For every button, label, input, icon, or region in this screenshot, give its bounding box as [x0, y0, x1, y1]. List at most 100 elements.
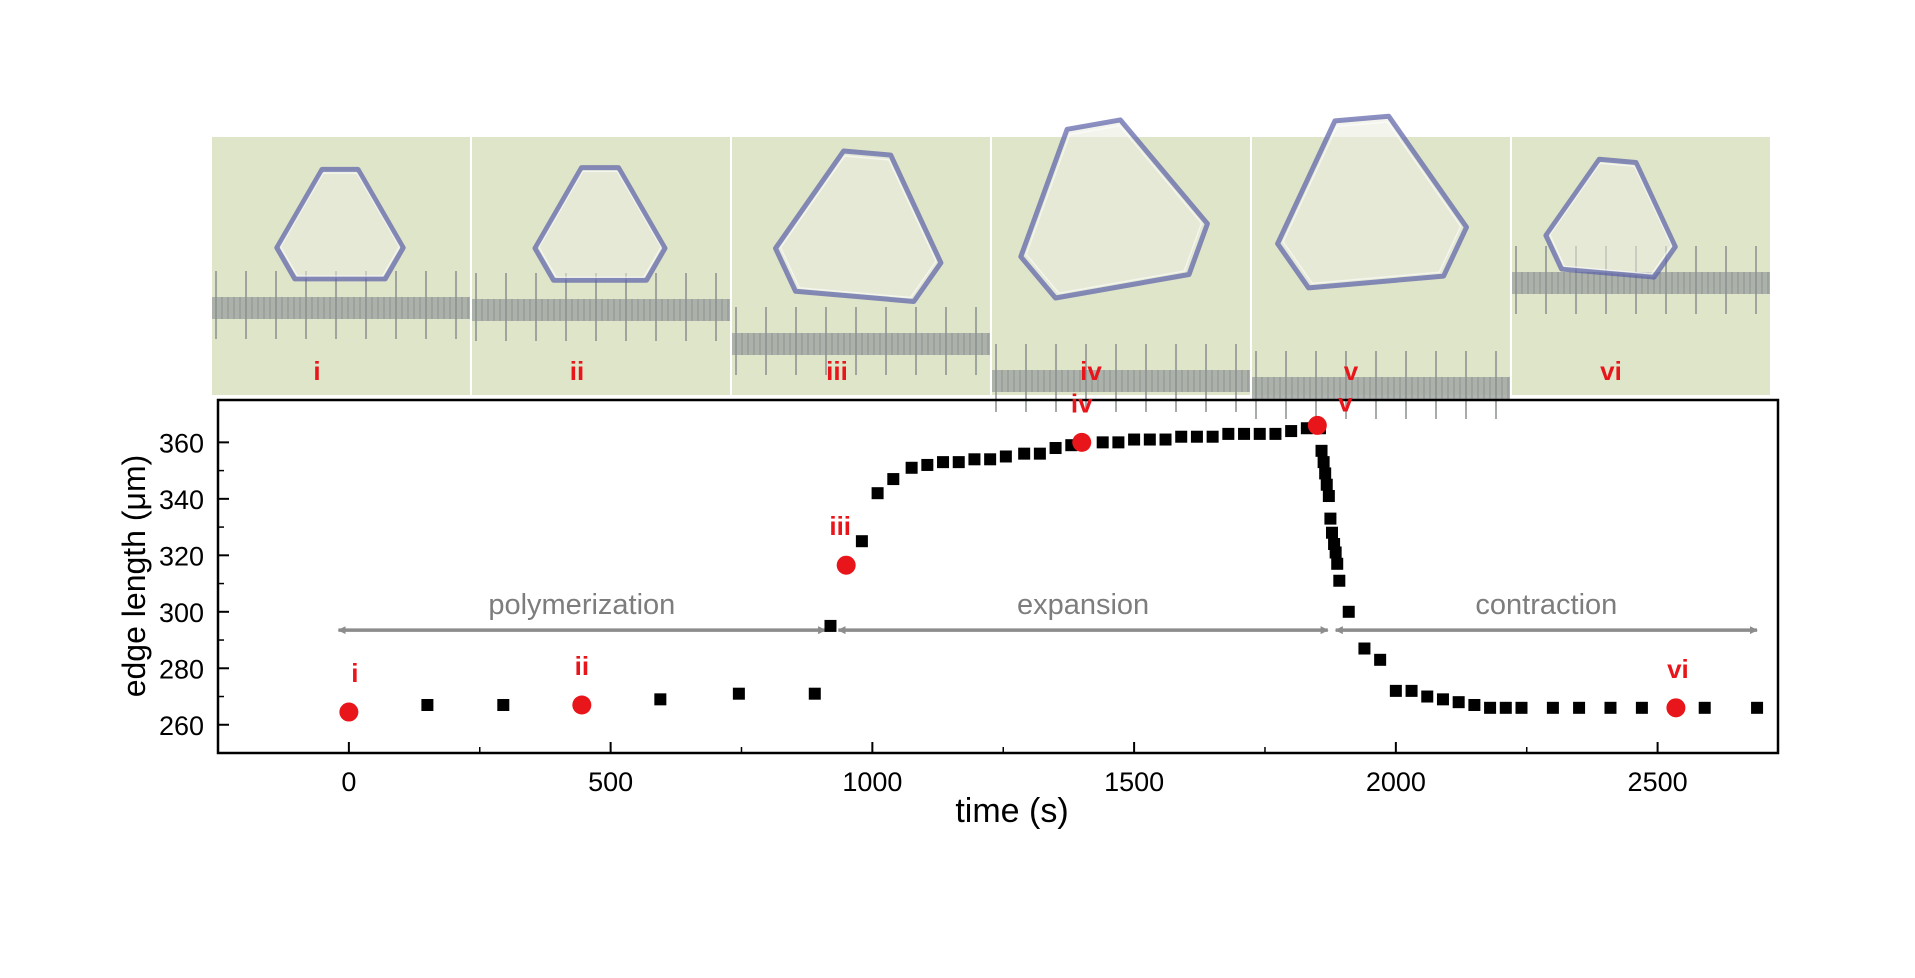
y-tick-label: 280 [159, 654, 204, 684]
crystal [1018, 117, 1210, 301]
panel-label: ii [570, 356, 584, 386]
data-point [497, 698, 510, 711]
y-tick-label: 320 [159, 541, 204, 571]
data-point [1452, 696, 1465, 709]
snapshot-point [572, 695, 592, 715]
data-point [1128, 433, 1141, 446]
data-point [1333, 574, 1346, 587]
x-tick-label: 2500 [1628, 767, 1688, 797]
x-axis: 0 500 1000 1500 2000 2500 [217, 742, 1688, 797]
data-point [1546, 701, 1559, 714]
data-point [1751, 701, 1764, 714]
panel-label: i [313, 356, 320, 386]
snapshot-point [1307, 415, 1327, 435]
micrograph-panel-ii: ii [472, 137, 730, 395]
micrograph-panel-v: v [1252, 113, 1510, 419]
data-point [732, 687, 745, 700]
snapshot-point [1666, 698, 1686, 718]
data-point [1317, 456, 1330, 469]
data-point [921, 458, 934, 471]
crystal [773, 148, 944, 304]
data-point [999, 450, 1012, 463]
data-point [1315, 444, 1328, 457]
data-point [1604, 701, 1617, 714]
crystal-facet [1549, 162, 1673, 275]
data-point [1222, 427, 1235, 440]
x-tick-label: 500 [588, 767, 633, 797]
data-point [984, 453, 997, 466]
snapshot-label: i [351, 658, 358, 688]
crystal-facet [538, 170, 662, 279]
data-point [1049, 442, 1062, 455]
data-point [1405, 684, 1418, 697]
crystal [1275, 113, 1469, 291]
data-point [1285, 425, 1298, 438]
data-point [871, 487, 884, 500]
data-point [1206, 430, 1219, 443]
micrograph-panel-i: i [212, 137, 470, 395]
phase-label: polymerization [488, 589, 675, 621]
y-tick-label: 360 [159, 428, 204, 458]
data-point [1324, 512, 1337, 525]
crystal [532, 165, 668, 283]
data-point [1358, 642, 1371, 655]
data-point [937, 456, 950, 469]
data-point [1322, 490, 1335, 503]
crystal-facet [279, 172, 401, 277]
data-point [1112, 436, 1125, 449]
y-tick-label: 340 [159, 485, 204, 515]
data-point [968, 453, 981, 466]
data-point [654, 693, 667, 706]
scale-bar [472, 299, 730, 321]
plot-frame [216, 398, 1780, 755]
data-point [905, 461, 918, 474]
micrograph-panel-iii: iii [732, 137, 990, 395]
scale-bar [732, 333, 990, 355]
data-point [1374, 653, 1387, 666]
data-point [824, 619, 837, 632]
y-tick-label: 300 [159, 598, 204, 628]
x-tick-label: 0 [341, 767, 356, 797]
snapshot-point [1072, 432, 1092, 452]
snapshot-label: v [1338, 387, 1353, 417]
scale-bar [212, 297, 470, 319]
data-point [1329, 546, 1342, 559]
data-point [1389, 684, 1402, 697]
phase-label: expansion [1017, 589, 1149, 621]
phase-annotations: polymerization expansion contraction [337, 589, 1758, 635]
data-point [1331, 557, 1344, 570]
data-point [1320, 478, 1333, 491]
snapshot-label: vi [1667, 654, 1689, 684]
data-point [1515, 701, 1528, 714]
data-point [952, 456, 965, 469]
data-point [1468, 698, 1481, 711]
data-point [1342, 605, 1355, 618]
y-tick-label: 260 [159, 711, 204, 741]
crystal-facet [1025, 124, 1203, 294]
crystal [1543, 156, 1678, 280]
micrograph-panel-iv: iv [992, 117, 1250, 412]
crystal [274, 166, 406, 282]
x-tick-label: 2000 [1366, 767, 1426, 797]
data-point [1018, 447, 1031, 460]
panel-label: iv [1080, 356, 1102, 386]
data-point [1635, 701, 1648, 714]
data-point [1033, 447, 1046, 460]
data-point [887, 473, 900, 486]
data-point [1698, 701, 1711, 714]
data-point [1143, 433, 1156, 446]
data-point [1253, 427, 1266, 440]
panel-label: v [1344, 356, 1359, 386]
data-point [1096, 436, 1109, 449]
micrograph-panel-vi: vi [1512, 137, 1770, 395]
data-point [1499, 701, 1512, 714]
data-point [1573, 701, 1586, 714]
x-tick-label: 1500 [1104, 767, 1164, 797]
data-point [1269, 427, 1282, 440]
scale-bar [1252, 377, 1510, 399]
data-point [1159, 433, 1172, 446]
snapshot-label: iv [1071, 388, 1093, 418]
